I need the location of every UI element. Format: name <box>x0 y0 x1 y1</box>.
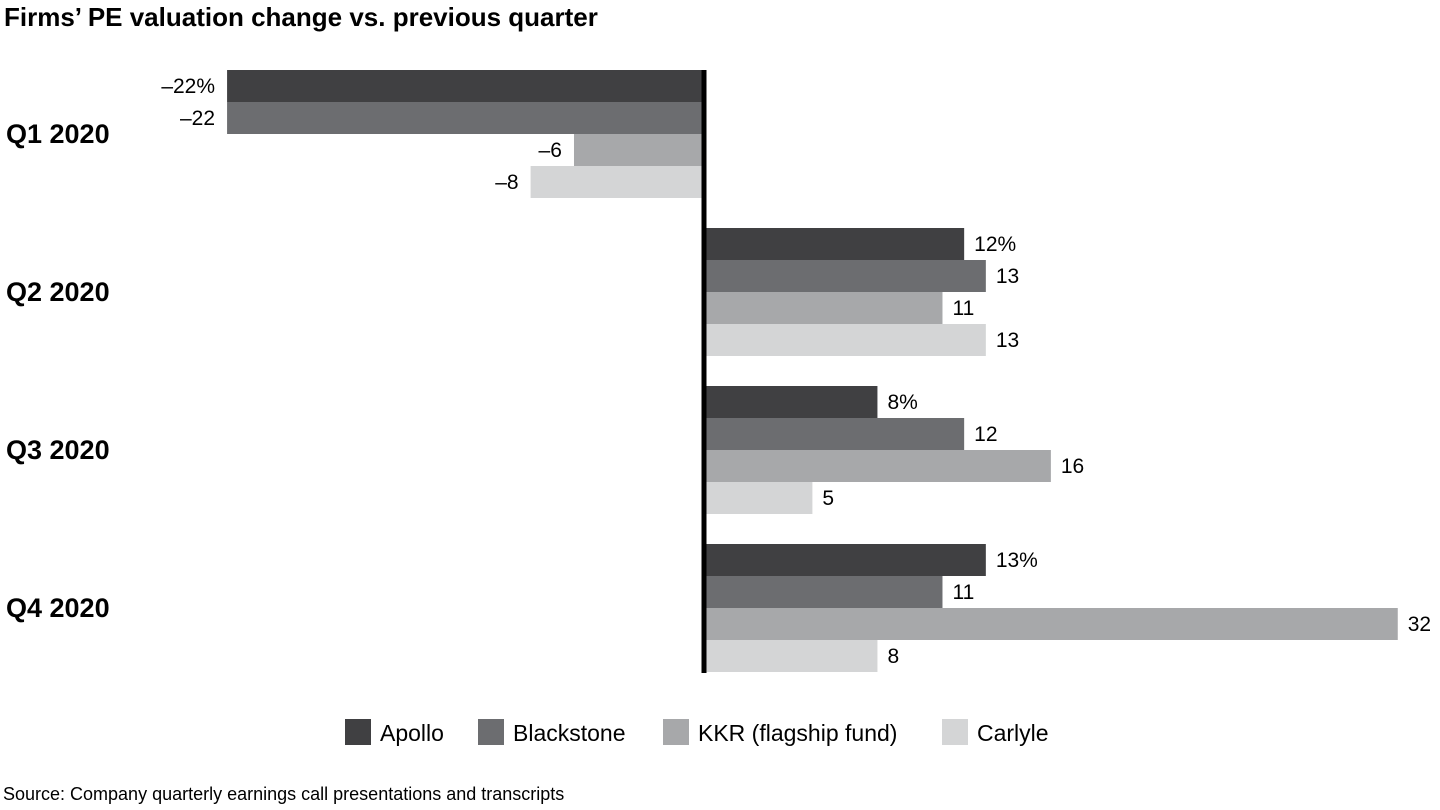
data-label: 11 <box>952 581 974 604</box>
bar-separator <box>528 166 531 198</box>
bar <box>227 102 705 134</box>
bar <box>704 544 986 576</box>
data-label: 5 <box>822 487 834 510</box>
bar-chart: Q1 2020 Q2 2020 Q3 2020 Q4 2020 –22% –22 –6 –8… <box>6 70 1431 746</box>
data-label: 12% <box>974 233 1016 256</box>
legend-swatch <box>345 719 371 745</box>
bar <box>573 134 704 166</box>
legend: Apollo Blackstone KKR (flagship fund) Carly… <box>345 719 1049 746</box>
bar <box>704 450 1051 482</box>
bar <box>704 576 943 608</box>
data-label: –8 <box>495 171 518 194</box>
data-label: 12 <box>974 423 997 446</box>
source-note: Source: Company quarterly earnings call … <box>3 784 565 804</box>
data-label: –6 <box>539 139 562 162</box>
bar <box>704 228 965 260</box>
bar <box>704 640 878 672</box>
bar-separator <box>571 134 574 166</box>
data-label: 13 <box>996 329 1019 352</box>
category-label: Q2 2020 <box>6 277 110 307</box>
bar <box>704 292 943 324</box>
value-labels: –22% –22 –6 –8 12% 13 11 13 8% 12 16 5 13% 11 32 8 <box>161 75 1431 668</box>
legend-label: Blackstone <box>513 720 626 746</box>
data-label: 11 <box>952 297 974 320</box>
bars <box>225 70 1398 672</box>
bar <box>704 386 878 418</box>
bar <box>704 608 1398 640</box>
category-label: Q4 2020 <box>6 593 110 623</box>
bar-separator <box>225 70 228 102</box>
data-label: –22 <box>180 107 215 130</box>
data-label: 13 <box>996 265 1019 288</box>
data-label: 16 <box>1061 455 1084 478</box>
legend-label: Apollo <box>380 720 444 746</box>
legend-label: Carlyle <box>977 720 1049 746</box>
data-label: –22% <box>161 75 215 98</box>
bar <box>227 70 705 102</box>
legend-swatch <box>942 719 968 745</box>
category-label: Q1 2020 <box>6 119 110 149</box>
chart-title: Firms’ PE valuation change vs. previous … <box>4 2 598 32</box>
legend-swatch <box>663 719 689 745</box>
bar-separator <box>225 102 228 134</box>
bar <box>704 482 813 514</box>
legend-swatch <box>478 719 504 745</box>
bar <box>704 418 965 450</box>
category-label: Q3 2020 <box>6 435 110 465</box>
bar <box>704 324 986 356</box>
legend-label: KKR (flagship fund) <box>698 720 897 746</box>
data-label: 13% <box>996 549 1038 572</box>
category-labels: Q1 2020 Q2 2020 Q3 2020 Q4 2020 <box>6 119 110 623</box>
data-label: 8% <box>887 391 917 414</box>
data-label: 32 <box>1408 613 1431 636</box>
data-label: 8 <box>887 645 899 668</box>
bar <box>704 260 986 292</box>
bar <box>530 166 704 198</box>
